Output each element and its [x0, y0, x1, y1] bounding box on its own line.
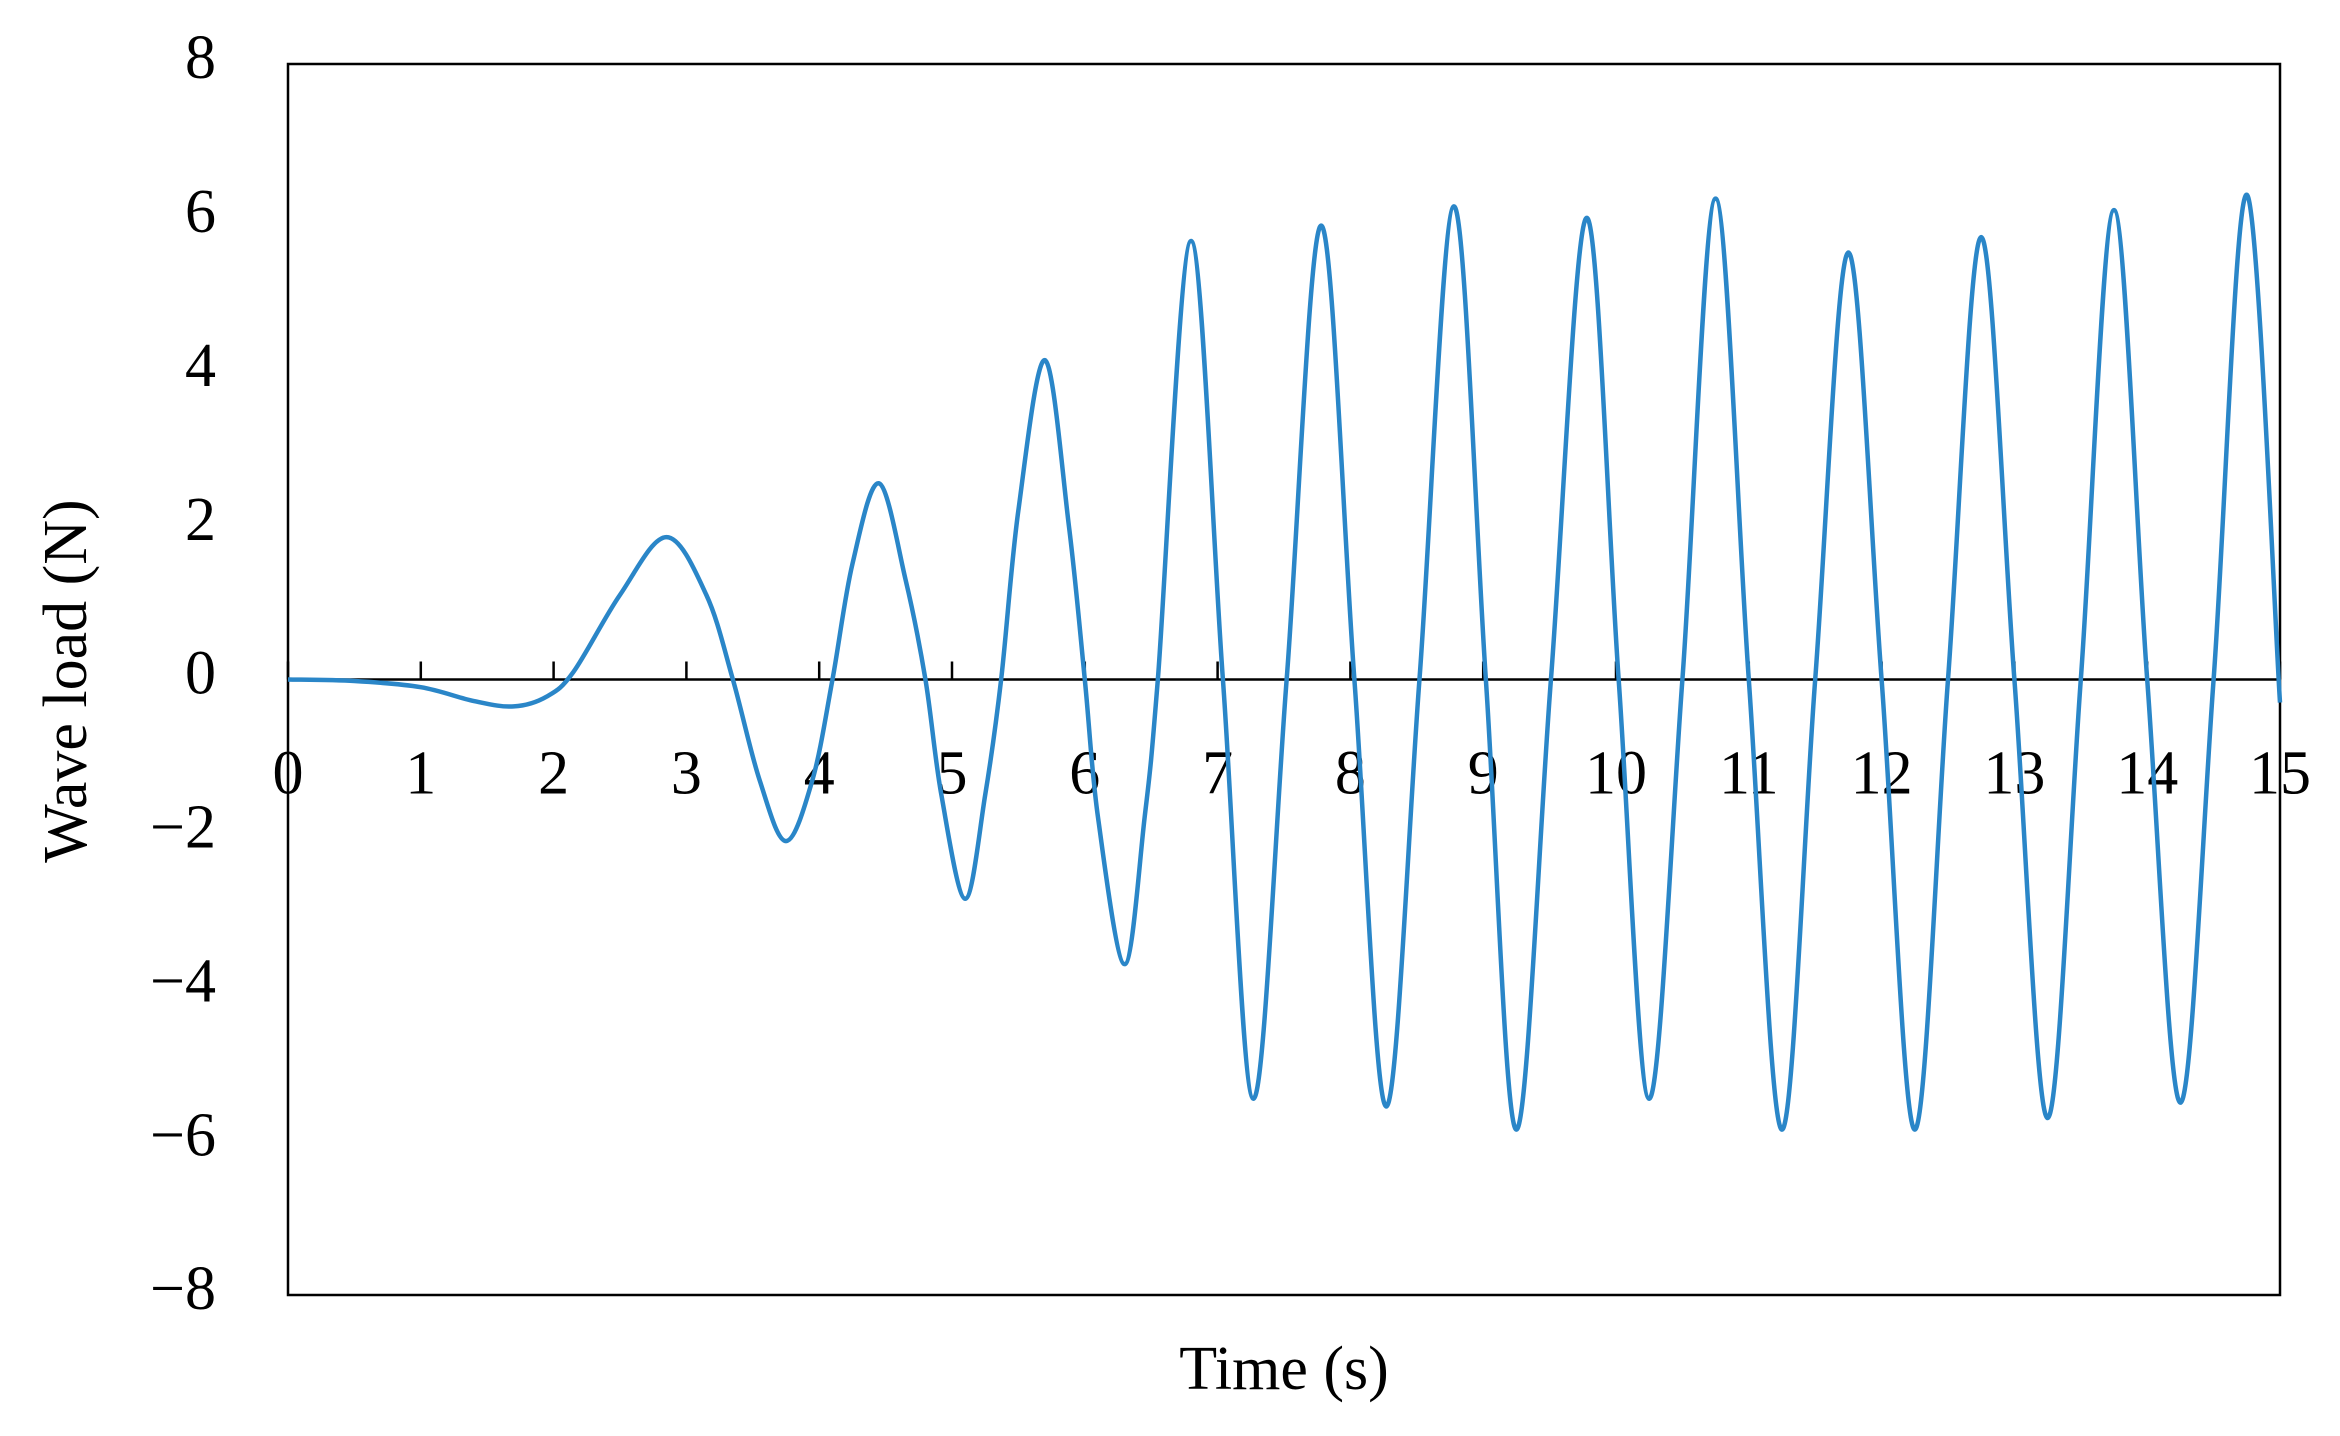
x-tick-label: 12	[1851, 740, 1913, 808]
y-tick-label: 8	[185, 24, 216, 92]
y-axis-title: Wave load (N)	[32, 499, 100, 862]
x-tick-label: 0	[273, 740, 304, 808]
y-tick-label: −4	[150, 947, 216, 1015]
y-tick-label: 4	[185, 332, 216, 400]
x-tick-label: 3	[671, 740, 702, 808]
data-line	[287, 192, 2283, 1132]
x-tick-label: 1	[405, 740, 436, 808]
x-axis-title: Time (s)	[1179, 1335, 1389, 1403]
y-tick-label: −6	[150, 1101, 216, 1169]
x-tick-label: 15	[2249, 740, 2311, 808]
y-tick-label: −2	[150, 794, 216, 862]
x-tick-label: 13	[1983, 740, 2045, 808]
x-tick-label: 10	[1585, 740, 1647, 808]
x-tick-label: 2	[538, 740, 569, 808]
y-tick-label: −8	[150, 1255, 216, 1323]
x-tick-label: 14	[2116, 740, 2178, 808]
x-tick-label: 11	[1719, 740, 1779, 808]
y-tick-label: 2	[185, 486, 216, 554]
y-tick-label: 6	[185, 178, 216, 246]
y-tick-label: 0	[185, 640, 216, 708]
